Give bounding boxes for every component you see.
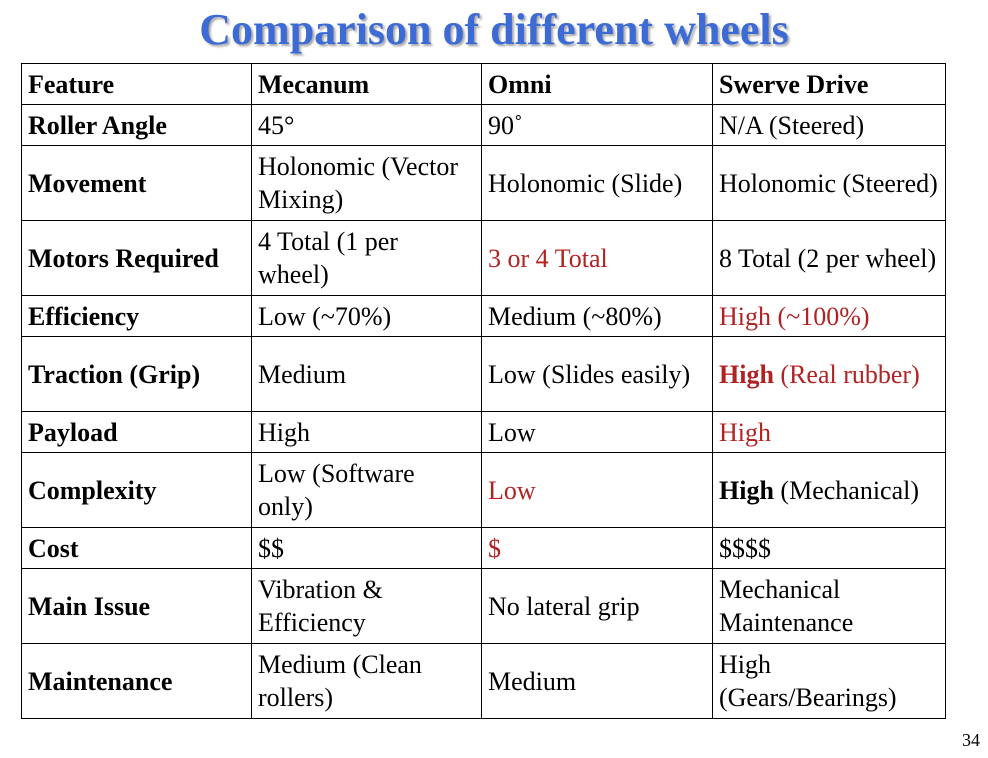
feature-cell: Maintenance bbox=[21, 643, 252, 719]
omni-cell: 3 or 4 Total bbox=[481, 220, 713, 296]
table-header-row: Feature Mecanum Omni Swerve Drive bbox=[21, 63, 946, 105]
table-row: Traction (Grip) Medium Low (Slides easil… bbox=[21, 336, 946, 412]
feature-cell: Motors Required bbox=[21, 220, 252, 296]
table-row: Movement Holonomic (Vector Mixing) Holon… bbox=[21, 145, 946, 221]
table-row: Roller Angle 45° 90˚ N/A (Steered) bbox=[21, 104, 946, 146]
mecanum-cell: $$ bbox=[251, 527, 482, 569]
mecanum-cell: Medium bbox=[251, 336, 482, 412]
feature-cell: Payload bbox=[21, 411, 252, 453]
omni-cell: $ bbox=[481, 527, 713, 569]
mecanum-cell: Low (~70%) bbox=[251, 295, 482, 337]
swerve-detail: (Real rubber) bbox=[773, 359, 920, 389]
swerve-cell: 8 Total (2 per wheel) bbox=[712, 220, 946, 296]
omni-cell: Medium (~80%) bbox=[481, 295, 713, 337]
table-row: Cost $$ $ $$$$ bbox=[21, 527, 946, 569]
mecanum-cell: High bbox=[251, 411, 482, 453]
omni-cell: No lateral grip bbox=[481, 568, 713, 644]
swerve-cell: High (Real rubber) bbox=[712, 336, 946, 412]
omni-cell: Low bbox=[481, 452, 713, 528]
mecanum-cell: Low (Software only) bbox=[251, 452, 482, 528]
swerve-detail: (Mechanical) bbox=[773, 475, 920, 505]
omni-cell: Low (Slides easily) bbox=[481, 336, 713, 412]
swerve-cell: N/A (Steered) bbox=[712, 104, 946, 146]
feature-cell: Roller Angle bbox=[21, 104, 252, 146]
mecanum-cell: 4 Total (1 per wheel) bbox=[251, 220, 482, 296]
table-row: Motors Required 4 Total (1 per wheel) 3 … bbox=[21, 220, 946, 296]
swerve-cell: High (Gears/Bearings) bbox=[712, 643, 946, 719]
page-number: 34 bbox=[962, 730, 980, 750]
mecanum-cell: Vibration & Efficiency bbox=[251, 568, 482, 644]
omni-cell: Holonomic (Slide) bbox=[481, 145, 713, 221]
feature-cell: Traction (Grip) bbox=[21, 336, 252, 412]
omni-cell: Low bbox=[481, 411, 713, 453]
mecanum-cell: Holonomic (Vector Mixing) bbox=[251, 145, 482, 221]
swerve-cell: $$$$ bbox=[712, 527, 946, 569]
header-omni: Omni bbox=[481, 63, 713, 105]
feature-cell: Efficiency bbox=[21, 295, 252, 337]
table-row: Complexity Low (Software only) Low High … bbox=[21, 452, 946, 528]
mecanum-cell: 45° bbox=[251, 104, 482, 146]
table-row: Payload High Low High bbox=[21, 411, 946, 453]
comparison-table: Feature Mecanum Omni Swerve Drive Roller… bbox=[21, 63, 946, 719]
swerve-cell: High (Mechanical) bbox=[712, 452, 946, 528]
table-row: Main Issue Vibration & Efficiency No lat… bbox=[21, 568, 946, 644]
mecanum-cell: Medium (Clean rollers) bbox=[251, 643, 482, 719]
header-feature: Feature bbox=[21, 63, 252, 105]
table-row: Maintenance Medium (Clean rollers) Mediu… bbox=[21, 643, 946, 719]
table-row: Efficiency Low (~70%) Medium (~80%) High… bbox=[21, 295, 946, 337]
omni-cell: 90˚ bbox=[481, 104, 713, 146]
swerve-emphasis: High bbox=[719, 475, 774, 505]
feature-cell: Movement bbox=[21, 145, 252, 221]
slide-title: Comparison of different wheels bbox=[199, 5, 789, 54]
header-mecanum: Mecanum bbox=[251, 63, 482, 105]
swerve-cell: Mechanical Maintenance bbox=[712, 568, 946, 644]
swerve-cell: High (~100%) bbox=[712, 295, 946, 337]
feature-cell: Cost bbox=[21, 527, 252, 569]
swerve-emphasis: High bbox=[719, 359, 774, 389]
feature-cell: Main Issue bbox=[21, 568, 252, 644]
header-swerve: Swerve Drive bbox=[712, 63, 946, 105]
swerve-cell: High bbox=[712, 411, 946, 453]
swerve-cell: Holonomic (Steered) bbox=[712, 145, 946, 221]
omni-cell: Medium bbox=[481, 643, 713, 719]
feature-cell: Complexity bbox=[21, 452, 252, 528]
